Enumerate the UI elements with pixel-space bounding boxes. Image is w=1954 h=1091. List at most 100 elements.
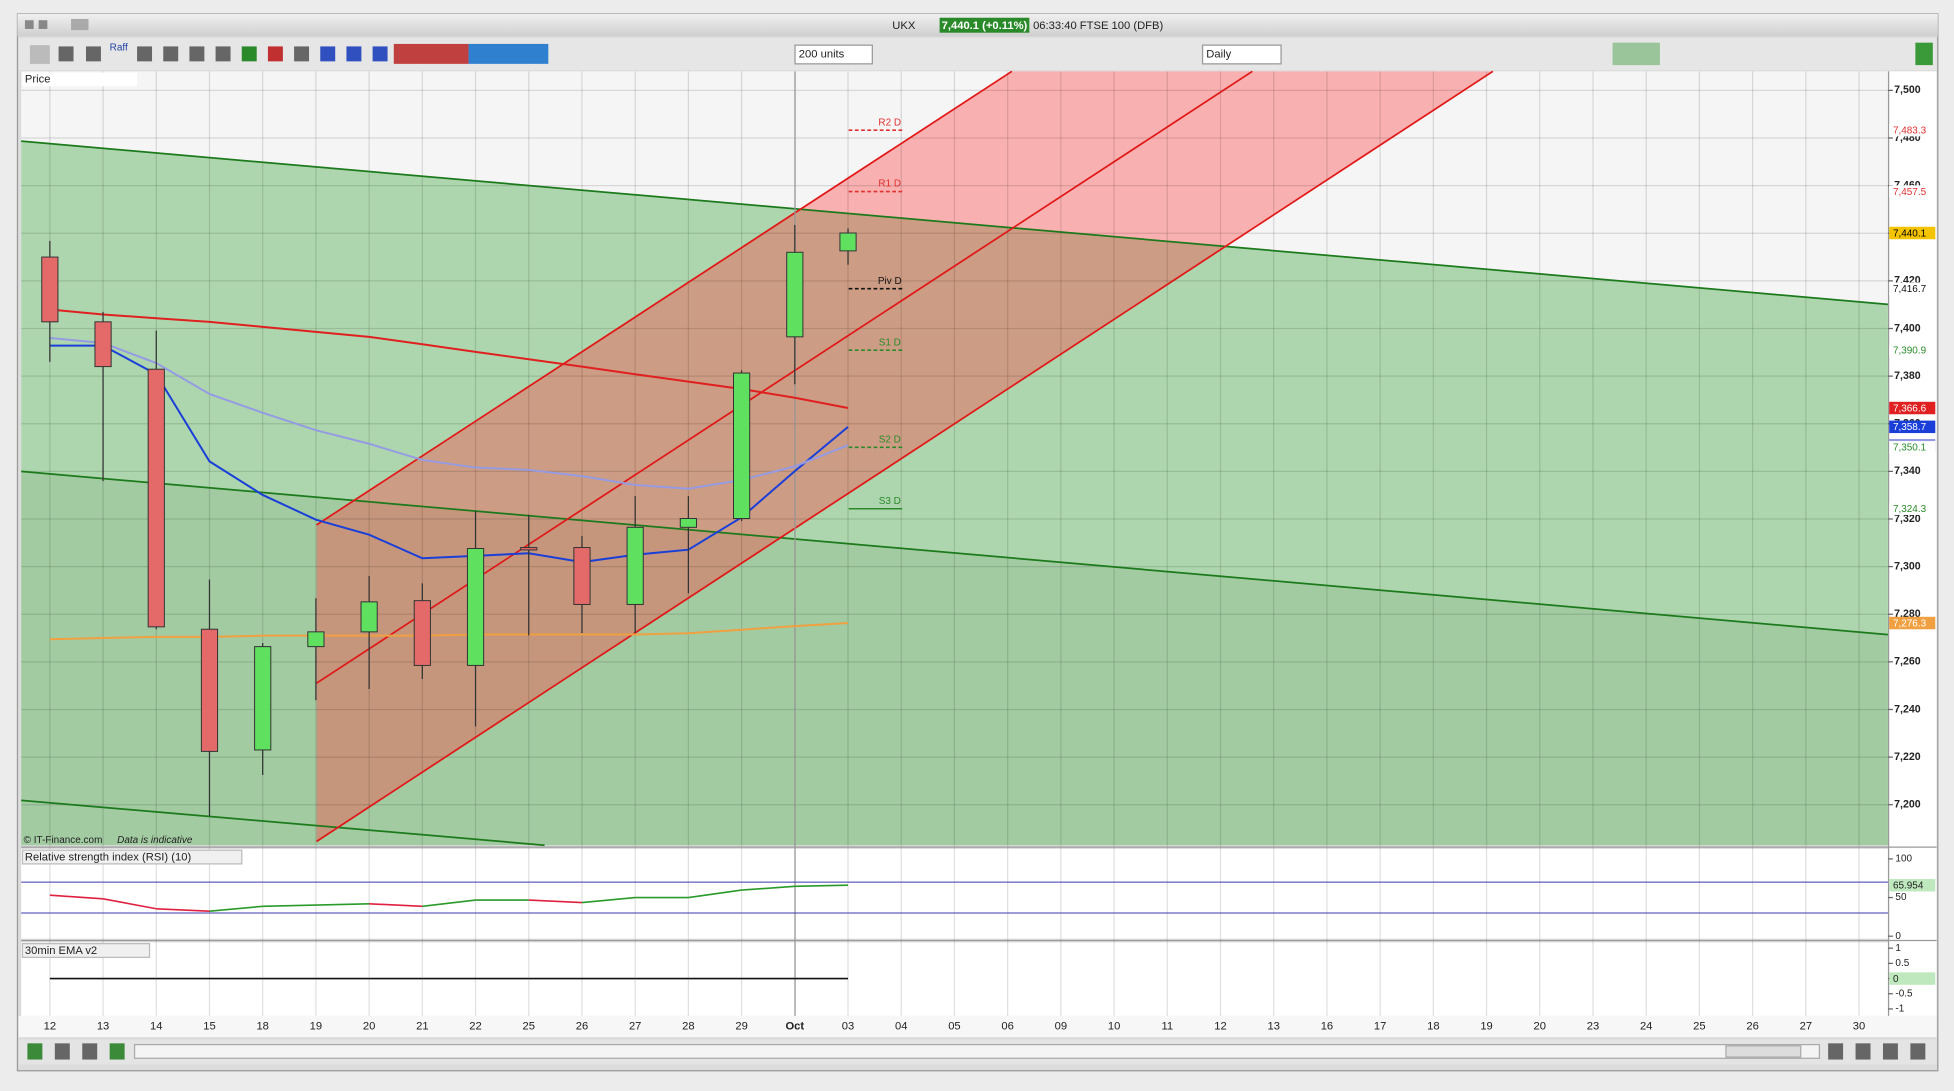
x-tick-label: 28 — [682, 1020, 694, 1032]
candle-body — [626, 526, 644, 605]
instrument-info: 06:33:40 FTSE 100 (DFB) — [1033, 20, 1163, 32]
x-tick-label: 19 — [1480, 1020, 1492, 1032]
y-tick-label: 0.5 — [1895, 958, 1909, 969]
x-tick-label: 20 — [1534, 1020, 1546, 1032]
price-tag-label: 65.954 — [1893, 880, 1924, 891]
window-button[interactable] — [71, 18, 89, 31]
x-tick-label: 21 — [416, 1020, 428, 1032]
x-tick-label: 03 — [842, 1020, 854, 1032]
interval-select[interactable] — [1201, 44, 1282, 65]
pivot-label: S2 D — [879, 434, 901, 445]
x-tick-label: 09 — [1055, 1020, 1067, 1032]
tool[interactable] — [29, 45, 50, 64]
tool[interactable] — [267, 46, 283, 62]
x-tick-label: 04 — [895, 1020, 907, 1032]
candle-body — [520, 547, 538, 551]
indicator-line — [49, 622, 849, 641]
status-button[interactable] — [27, 1043, 43, 1060]
quote-box — [939, 17, 1030, 33]
candle-body — [254, 646, 272, 751]
color-palette[interactable] — [393, 43, 469, 64]
scrollbar[interactable] — [133, 1043, 1821, 1059]
trend-line — [21, 140, 1889, 306]
chart-style[interactable] — [1612, 42, 1660, 66]
candle-body — [41, 256, 59, 323]
candle-body — [466, 548, 485, 666]
x-tick-label: 17 — [1374, 1020, 1386, 1032]
price-tag — [1889, 343, 1936, 357]
zoom-button[interactable] — [1855, 1043, 1871, 1060]
tool[interactable] — [372, 46, 388, 62]
tool[interactable] — [137, 46, 153, 62]
candle-body — [147, 368, 165, 628]
price-tag-label: 7,440.1 — [1893, 228, 1927, 239]
tool[interactable] — [58, 46, 74, 62]
candle-body — [360, 601, 378, 633]
x-tick-label: 26 — [576, 1020, 588, 1032]
y-tick-label: 7,200 — [1894, 799, 1921, 811]
symbol: UKX — [892, 20, 916, 32]
tool[interactable] — [294, 46, 310, 62]
y-tick-label: 7,260 — [1894, 656, 1921, 668]
price-axis — [1887, 71, 1937, 1016]
candle-body — [786, 251, 804, 338]
price-tag-label: 7,276.3 — [1893, 618, 1927, 629]
tool[interactable] — [215, 46, 231, 62]
window-button[interactable] — [24, 20, 34, 29]
scroll-thumb[interactable] — [1725, 1045, 1802, 1058]
status-button[interactable] — [82, 1043, 98, 1060]
y-tick-label: -1 — [1895, 1004, 1904, 1015]
tool[interactable] — [320, 46, 336, 62]
price-tag — [1889, 123, 1936, 137]
units-select[interactable] — [794, 44, 873, 65]
refresh[interactable] — [1915, 42, 1933, 66]
zoom-button[interactable] — [1910, 1043, 1926, 1060]
tool[interactable] — [189, 46, 205, 62]
price-tag — [1889, 441, 1936, 454]
status-button[interactable] — [54, 1043, 70, 1060]
tool[interactable] — [241, 46, 257, 62]
tool[interactable] — [346, 46, 362, 62]
indicator-segment — [688, 889, 742, 899]
candle-body — [573, 547, 591, 605]
candle-body — [200, 628, 219, 752]
indicator-segment — [794, 884, 849, 888]
status-button[interactable] — [109, 1043, 125, 1060]
price-tag-label: 7,366.6 — [1893, 403, 1927, 414]
x-tick-label: 18 — [256, 1020, 268, 1032]
price-tag-label: 7,358.7 — [1893, 422, 1927, 433]
x-tick-label: 23 — [1587, 1020, 1599, 1032]
x-tick-label: 26 — [1746, 1020, 1758, 1032]
price-tag — [1889, 226, 1936, 240]
candle-body — [732, 372, 751, 520]
x-tick-label: 22 — [469, 1020, 481, 1032]
color-palette[interactable] — [468, 43, 549, 64]
x-tick-label: 06 — [1001, 1020, 1013, 1032]
indicator-segment — [581, 896, 636, 904]
grid — [21, 71, 1888, 1016]
candle-body — [839, 232, 857, 252]
tool[interactable] — [85, 46, 101, 62]
zoom-button[interactable] — [1882, 1043, 1898, 1060]
y-tick-label: 7,380 — [1894, 370, 1921, 382]
pane-header — [21, 943, 151, 958]
price-tag — [1889, 972, 1936, 985]
indicator-line — [49, 344, 849, 564]
trend-line — [316, 70, 1494, 843]
x-tick-label: 14 — [150, 1020, 162, 1032]
window-button[interactable] — [38, 20, 48, 29]
tool-label: Raff — [110, 42, 128, 53]
pivot-label: S3 D — [879, 496, 901, 507]
y-tick-label: 7,340 — [1894, 465, 1921, 477]
y-tick-label: 7,500 — [1894, 84, 1921, 96]
x-tick-label: Oct — [785, 1020, 804, 1032]
price-tag — [1889, 185, 1936, 198]
tool[interactable] — [163, 46, 179, 62]
x-tick-label: 13 — [97, 1020, 109, 1032]
y-tick-label: 100 — [1895, 854, 1912, 865]
zoom-button[interactable] — [1828, 1043, 1844, 1060]
x-tick-label: 05 — [948, 1020, 960, 1032]
price-tag-label: 7,350.1 — [1893, 443, 1927, 454]
x-tick-label: 25 — [523, 1020, 535, 1032]
